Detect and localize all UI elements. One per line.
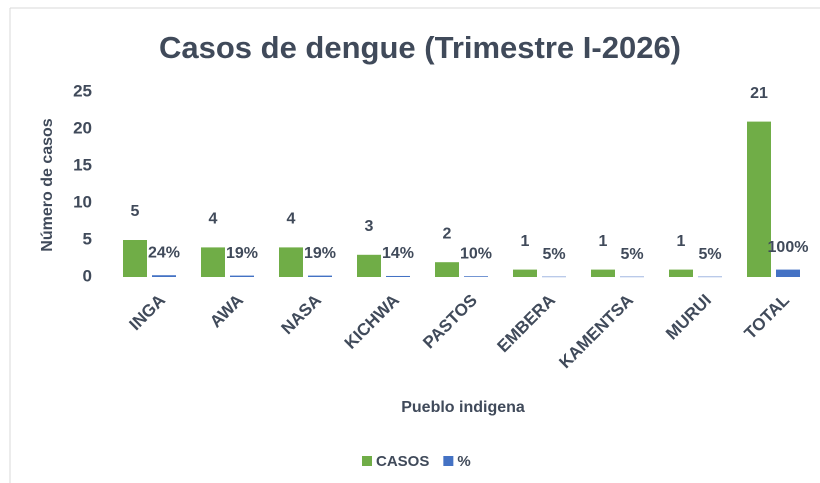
data-label: 2 xyxy=(443,225,452,242)
bar xyxy=(620,276,644,278)
x-tick-label: EMBERA xyxy=(493,291,559,357)
data-label: 14% xyxy=(382,245,414,262)
legend-label: % xyxy=(457,453,470,470)
x-tick-label: KAMENTSA xyxy=(555,291,637,373)
bar xyxy=(435,262,459,277)
data-label: 5% xyxy=(698,246,721,263)
data-label: 100% xyxy=(768,239,809,256)
bar xyxy=(357,254,381,277)
y-tick-label: 25 xyxy=(73,81,92,100)
y-tick-label: 0 xyxy=(83,266,92,285)
bar xyxy=(776,269,800,277)
bar xyxy=(230,275,254,277)
bar xyxy=(386,275,410,277)
data-label: 4 xyxy=(287,211,296,228)
x-tick-label: PASTOS xyxy=(419,291,481,353)
y-tick-label: 20 xyxy=(73,118,92,137)
legend-swatch xyxy=(362,456,372,466)
data-label: 4 xyxy=(209,211,218,228)
bar xyxy=(747,121,771,277)
data-label: 10% xyxy=(460,245,492,262)
x-tick-label: NASA xyxy=(278,291,325,338)
bar xyxy=(464,276,488,277)
data-label: 19% xyxy=(226,245,258,262)
bar xyxy=(308,275,332,277)
data-label: 5% xyxy=(620,246,643,263)
y-tick-label: 5 xyxy=(83,229,92,248)
y-axis-label: Número de casos xyxy=(39,118,56,251)
bar xyxy=(513,269,537,277)
bar xyxy=(698,276,722,278)
bar xyxy=(152,275,176,277)
bar xyxy=(279,247,303,277)
data-label: 5 xyxy=(131,203,140,220)
y-tick-label: 10 xyxy=(73,192,92,211)
data-label: 1 xyxy=(521,233,530,250)
x-tick-label: AWA xyxy=(206,291,247,332)
data-label: 24% xyxy=(148,244,180,261)
data-label: 3 xyxy=(365,218,374,235)
data-label: 19% xyxy=(304,245,336,262)
x-tick-label: TOTAL xyxy=(741,291,793,343)
x-tick-label: INGA xyxy=(126,291,169,334)
bar xyxy=(201,247,225,277)
y-tick-label: 15 xyxy=(73,155,92,174)
bar xyxy=(123,240,147,277)
data-label: 1 xyxy=(677,233,686,250)
data-label: 21 xyxy=(750,85,768,102)
legend-label: CASOS xyxy=(376,453,429,470)
data-label: 5% xyxy=(542,246,565,263)
x-axis-label: Pueblo indigena xyxy=(401,399,525,416)
bar xyxy=(542,276,566,278)
data-label: 1 xyxy=(599,233,608,250)
bar xyxy=(591,269,615,277)
legend-swatch xyxy=(443,456,454,466)
bar xyxy=(669,269,693,277)
chart-title: Casos de dengue (Trimestre I-2026) xyxy=(159,30,681,65)
x-tick-label: KICHWA xyxy=(341,291,403,353)
x-tick-label: MURUI xyxy=(662,291,715,344)
